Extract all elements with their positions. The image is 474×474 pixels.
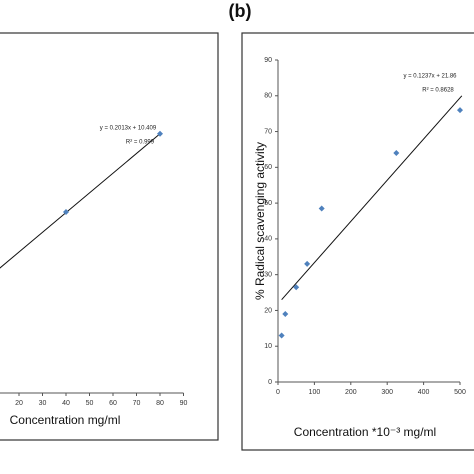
y-axis-label: % Radical scavenging activity [253,142,267,300]
x-tick-label: 300 [381,389,393,396]
x-tick-label: 100 [309,389,321,396]
x-tick-label: 70 [133,400,141,407]
point [157,130,163,137]
x-tick-label: 200 [345,389,357,396]
equation: y = 0.2013x + 10.409 [100,126,157,132]
x-axis-label: Concentration *10⁻³ mg/ml [294,425,436,439]
x-tick-label: 30 [39,400,47,407]
point [278,332,285,339]
equation: R² = 0.999 [126,140,155,146]
equation: R² = 0.8628 [422,88,454,94]
point [304,260,311,267]
y-tick-label: 30 [264,272,272,279]
point [393,150,400,157]
point [282,311,289,318]
trendline [0,133,161,269]
x-tick-label: 40 [62,400,70,407]
point [457,107,463,114]
y-tick-label: 50 [264,200,272,207]
x-tick-label: 500 [454,389,466,396]
left-frame [0,32,219,441]
point [63,209,69,216]
y-tick-label: 0 [268,379,272,386]
x-tick-label: 60 [109,400,117,407]
x-tick-label: 80 [156,400,164,407]
y-tick-label: 70 [264,128,272,135]
right-frame [241,32,474,451]
y-tick-label: 10 [264,343,272,350]
chart-title: (b) [229,1,252,21]
x-tick-label: 90 [180,400,188,407]
equation: y = 0.1237x + 21.86 [403,74,457,80]
x-tick-label: 0 [276,389,280,396]
trendline [281,95,463,301]
x-tick-label: 50 [86,400,94,407]
x-tick-label: 400 [418,389,430,396]
x-tick-label: 20 [15,400,23,407]
y-tick-label: 90 [264,57,272,64]
y-tick-label: 80 [264,93,272,100]
point [293,284,300,291]
y-tick-label: 60 [264,164,272,171]
point [318,205,325,212]
y-tick-label: 40 [264,236,272,243]
x-axis-label: Concentration mg/ml [10,413,121,427]
y-tick-label: 20 [264,307,272,314]
